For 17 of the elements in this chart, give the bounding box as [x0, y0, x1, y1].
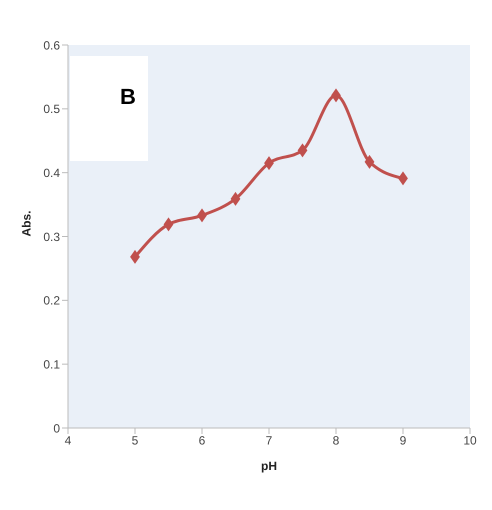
x-axis-title: pH — [261, 459, 277, 473]
x-tick-label: 7 — [266, 434, 273, 448]
y-tick-label: 0 — [53, 421, 60, 436]
x-tick-label: 4 — [64, 434, 72, 448]
annotation: B — [120, 84, 136, 110]
x-tick-label: 9 — [400, 434, 407, 448]
y-tick-label: 0.5 — [43, 102, 60, 116]
y-tick-label: 0.3 — [43, 230, 60, 244]
x-tick-label: 8 — [332, 434, 340, 448]
y-axis-title: Abs. — [19, 210, 34, 236]
y-tick-label: 0.1 — [43, 357, 60, 372]
y-tick-label: 0.4 — [43, 166, 60, 180]
x-tick-label: 6 — [198, 434, 206, 448]
x-tick-label: 10 — [463, 434, 477, 448]
y-tick-label: 0.6 — [43, 38, 60, 52]
x-tick-label: 5 — [132, 434, 139, 448]
y-tick-label: 0.2 — [43, 294, 60, 308]
